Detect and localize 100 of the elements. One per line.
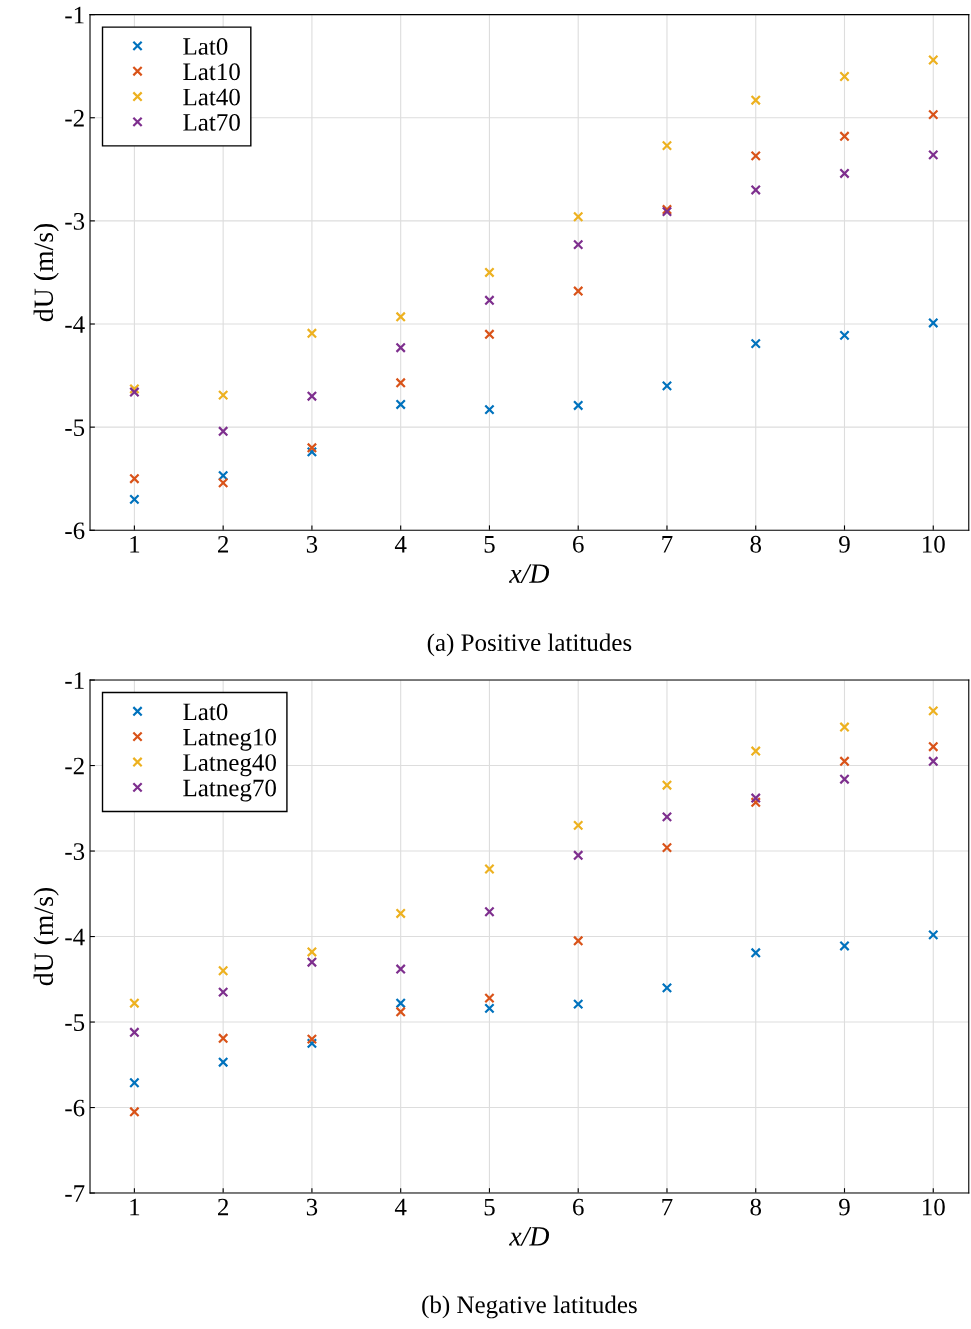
y-axis-title: dU (m/s) (33, 223, 59, 322)
legend-label: Lat40 (183, 88, 240, 106)
point (217, 477, 229, 489)
point (750, 792, 762, 804)
point (217, 470, 229, 481)
point (306, 328, 318, 339)
point (217, 986, 229, 998)
x-tick-label: 8 (750, 535, 762, 553)
point (306, 1033, 318, 1045)
x-tick-label: 6 (573, 535, 584, 553)
point (217, 965, 229, 977)
legend-label: Lat10 (183, 63, 240, 81)
y-tick-label: -4 (65, 316, 85, 333)
point (661, 811, 673, 823)
legend-label: Lat0 (183, 37, 228, 55)
point (395, 908, 406, 919)
y-tick-label: -1 (65, 672, 84, 689)
point (129, 1106, 140, 1118)
point (927, 929, 939, 941)
point (839, 330, 850, 341)
legend-label: Latneg70 (183, 779, 276, 802)
point (927, 109, 939, 120)
point (306, 956, 318, 968)
legend-label: Latneg10 (183, 728, 276, 751)
y-tick-label: -3 (65, 213, 85, 230)
x-axis-title: x/D (509, 564, 550, 583)
point (839, 168, 850, 179)
point (217, 425, 229, 437)
x-tick-label: 5 (484, 536, 495, 553)
point (572, 850, 584, 861)
point (927, 756, 939, 767)
point (484, 329, 495, 340)
point (395, 963, 406, 975)
x-tick-label: 7 (662, 536, 673, 553)
point (661, 779, 673, 791)
x-tick-label: 5 (484, 1198, 495, 1216)
point (129, 1027, 140, 1038)
text: (b) Negative latitudes (422, 1295, 637, 1319)
x-tick-label: 8 (750, 1198, 762, 1216)
x-tick-label: 2 (218, 535, 229, 553)
point (572, 239, 584, 250)
point (129, 1077, 140, 1089)
point (927, 54, 939, 66)
point (217, 389, 229, 401)
point (306, 390, 318, 402)
point (129, 473, 140, 484)
point (927, 741, 939, 753)
point (217, 1033, 229, 1044)
point (750, 947, 762, 959)
point (306, 446, 318, 458)
y-tick-label: -6 (65, 1099, 85, 1117)
x-tick-label: 10 (922, 1198, 945, 1216)
point (572, 998, 584, 1010)
point (572, 211, 584, 223)
point (927, 317, 939, 329)
point (661, 982, 673, 994)
point (306, 946, 318, 958)
legend-label: Latneg40 (183, 754, 276, 777)
text: (a) Positive latitudes (427, 633, 632, 657)
point (572, 820, 584, 831)
x-tick-label: 3 (306, 535, 318, 553)
y-tick-label: -5 (65, 1014, 85, 1031)
point (750, 797, 762, 808)
point (839, 131, 850, 142)
point (572, 400, 584, 411)
point (750, 94, 762, 106)
point (484, 1003, 495, 1014)
x-tick-label: 10 (922, 535, 945, 553)
point (750, 745, 762, 757)
y-axis-title: dU (m/s) (33, 888, 59, 986)
point (484, 295, 495, 306)
x-tick-label: 4 (394, 1198, 407, 1216)
x-tick-label: 2 (218, 1198, 229, 1216)
y-tick-label: -5 (65, 419, 85, 437)
point (484, 267, 495, 278)
point (306, 1038, 318, 1049)
point (395, 399, 406, 410)
x-tick-label: 4 (394, 536, 407, 553)
point (484, 992, 495, 1004)
y-tick-label: -4 (65, 928, 85, 946)
point (484, 863, 495, 875)
point (927, 149, 939, 161)
point (395, 342, 406, 354)
point (306, 442, 318, 454)
point (395, 1006, 406, 1018)
x-tick-label: 9 (839, 1198, 850, 1216)
point (839, 756, 850, 767)
x-axis-title: x/D (509, 1227, 550, 1246)
x-tick-label: 3 (306, 1198, 318, 1216)
point (839, 71, 850, 82)
point (484, 404, 495, 415)
y-tick-label: -6 (65, 522, 85, 540)
point (395, 377, 406, 389)
point (750, 150, 762, 162)
x-tick-label: 1 (130, 1198, 140, 1216)
y-tick-label: -2 (65, 757, 84, 775)
point (217, 1056, 229, 1068)
y-tick-label: -3 (65, 843, 85, 860)
x-tick-label: 1 (130, 535, 140, 553)
x-tick-label: 9 (839, 535, 850, 553)
